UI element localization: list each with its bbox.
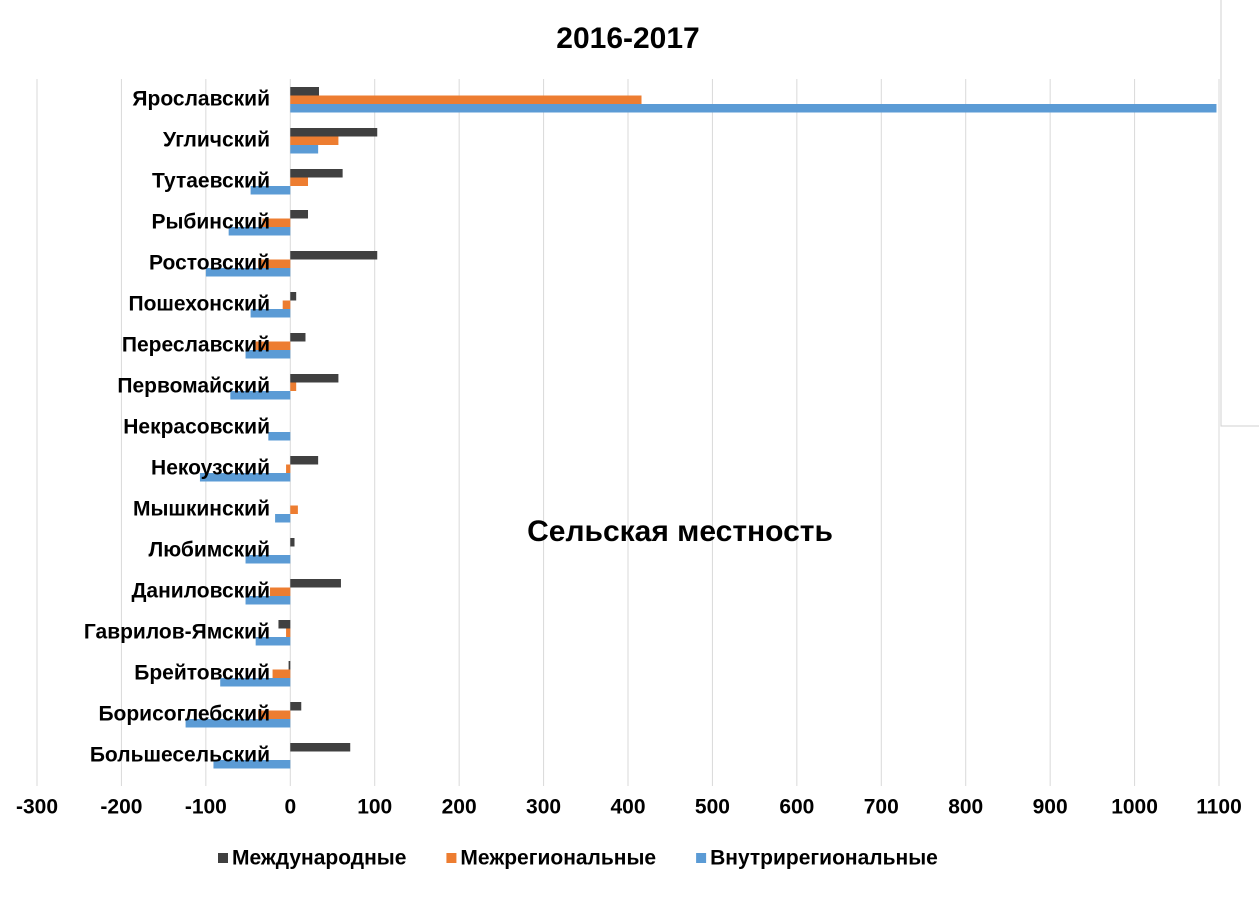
bar [286,628,291,637]
bar [262,218,291,227]
bar [290,382,297,391]
legend-label: Международные [232,847,406,870]
y-tick-label: Рыбинский [151,210,270,233]
x-tick-label: -200 [100,796,142,819]
y-tick-label: Некоузский [151,456,270,479]
bar [255,637,291,646]
y-tick-label: Даниловский [131,579,270,602]
y-tick-label: Угличский [163,128,270,151]
bar [290,128,378,137]
bar [290,104,1217,113]
bar [290,292,297,301]
bar [213,760,291,769]
bar [288,661,291,670]
chart-title: 2016-2017 [556,22,699,55]
y-tick-label: Любимский [148,538,270,561]
bar [255,341,291,350]
bar [250,186,291,195]
y-tick-label: Ростовский [149,251,270,274]
legend-swatch [446,853,457,863]
bar [290,456,319,465]
y-tick-label: Гаврилов-Ямский [84,620,270,643]
y-tick-label: Борисоглебский [98,702,270,725]
bar [275,514,291,523]
x-tick-label: 800 [948,796,983,819]
y-tick-label: Брейтовский [134,661,270,684]
legend-swatch [696,853,707,863]
bar [290,177,309,186]
bar [230,391,291,400]
bar [290,136,339,145]
x-tick-label: 0 [284,796,296,819]
y-tick-label: Большесельский [90,743,270,766]
x-tick-label: 200 [442,796,477,819]
y-tick-label: Первомайский [117,374,270,397]
bar [268,432,291,441]
bar [199,473,291,482]
bar [258,259,291,268]
annotation: Сельская местность [527,515,833,548]
y-tick-label: Тутаевский [152,169,270,192]
bar [290,743,351,752]
x-tick-label: 100 [357,796,392,819]
bar [290,538,295,547]
bar [286,464,291,473]
legend-label: Внутрирегиональные [710,847,938,870]
bar [290,374,339,383]
bar [282,300,291,309]
bar [250,309,291,318]
bar [290,251,378,260]
bar [185,719,291,728]
x-tick-label: -300 [16,796,58,819]
bar [245,596,291,605]
bar [245,555,291,564]
y-tick-label: Мышкинский [133,497,270,520]
x-tick-label: 1000 [1111,796,1158,819]
bar [272,669,291,678]
frame-artifact [1220,0,1259,427]
x-tick-label: 600 [779,796,814,819]
x-tick-label: 500 [695,796,730,819]
bar [290,210,309,219]
bar [290,95,642,104]
x-tick-label: -100 [185,796,227,819]
bar [245,350,291,359]
y-tick-label: Некрасовский [123,415,270,438]
x-tick-label: 400 [610,796,645,819]
y-tick-label: Переславский [122,333,270,356]
bar [205,268,291,277]
x-tick-label: 700 [864,796,899,819]
y-tick-label: Ярославский [132,87,270,110]
bar [290,702,302,711]
bar [290,505,298,514]
x-tick-label: 900 [1033,796,1068,819]
y-tick-label: Пошехонский [128,292,270,315]
bar [290,333,306,342]
bar [290,579,341,588]
bar [220,678,291,687]
legend-swatch [218,853,228,863]
bar [270,587,291,596]
legend-label: Межрегиональные [460,847,656,870]
bar [228,227,291,236]
bar [278,620,291,629]
x-tick-label: 300 [526,796,561,819]
bar [290,169,343,178]
bar [290,145,319,154]
x-tick-label: 1100 [1196,796,1242,819]
bar [290,87,319,96]
bar [258,710,291,719]
